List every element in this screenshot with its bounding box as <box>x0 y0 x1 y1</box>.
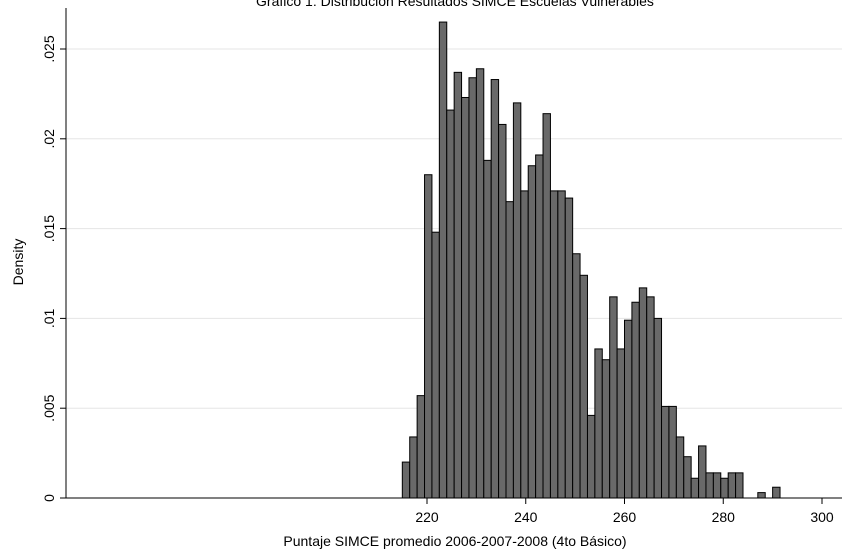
histogram-bar <box>675 436 685 499</box>
histogram-bar <box>475 68 485 499</box>
histogram-bar <box>505 201 514 499</box>
histogram-bar <box>624 319 633 499</box>
x-tick-label: 280 <box>712 509 736 525</box>
y-tick-label: .01 <box>41 308 57 328</box>
y-tick-label: .02 <box>41 129 57 149</box>
histogram-bar <box>549 190 559 499</box>
histogram-bar <box>683 456 692 499</box>
histogram-bar <box>483 159 492 499</box>
y-tick-label: .015 <box>41 215 57 242</box>
histogram-bar <box>631 301 640 499</box>
histogram-bar <box>579 274 588 499</box>
histogram-bar <box>661 405 670 499</box>
histogram-bar <box>712 472 722 499</box>
histogram-bar <box>520 190 529 499</box>
y-tick-label: .025 <box>41 35 57 62</box>
histogram-bar <box>431 231 440 499</box>
histogram-bar <box>616 348 625 499</box>
histogram-bar <box>638 287 648 499</box>
histogram-bar <box>424 174 433 499</box>
histogram-bar <box>705 472 714 499</box>
histogram-bar <box>646 296 655 499</box>
histogram-bar <box>720 477 729 499</box>
histogram-bar <box>446 109 455 499</box>
histogram-bar <box>557 190 566 499</box>
y-tick-label: .005 <box>41 394 57 421</box>
x-axis-title: Puntaje SIMCE promedio 2006-2007-2008 (4… <box>283 533 626 549</box>
histogram-bar <box>609 296 618 499</box>
histogram-bar <box>668 405 677 499</box>
histogram-bar <box>757 492 766 499</box>
histogram-bar <box>601 359 611 499</box>
histogram-bar <box>772 486 781 499</box>
histogram-bar <box>438 21 448 499</box>
histogram-bar <box>416 395 426 499</box>
histogram-bar <box>468 77 477 499</box>
x-tick-label: 260 <box>613 509 637 525</box>
histogram-bar <box>542 113 551 499</box>
tick-labels: 0 .005 .01 .015 .02 .025 220 240 260 280 300 <box>41 35 834 525</box>
axes <box>65 8 842 499</box>
x-tick-label: 240 <box>514 509 538 525</box>
chart-title: Gráfico 1: Distribución Resultados SIMCE… <box>256 0 654 9</box>
histogram-bar <box>490 79 500 499</box>
x-tick-label: 300 <box>810 509 834 525</box>
histogram-bar <box>564 197 574 499</box>
histogram-bar <box>735 472 744 499</box>
histogram-bar <box>690 477 700 499</box>
y-axis-title: Density <box>10 239 26 286</box>
histogram-bar <box>586 414 596 499</box>
histogram-bar <box>698 445 707 499</box>
histogram-bar <box>535 154 544 499</box>
histogram-bar <box>461 96 470 499</box>
histogram-bar <box>653 317 663 499</box>
histogram-bar <box>527 165 537 499</box>
histogram-bar <box>727 472 737 499</box>
x-tick-label: 220 <box>415 509 439 525</box>
y-tick-label: 0 <box>41 494 57 502</box>
histogram-bar <box>512 102 522 499</box>
histogram-bar <box>594 348 603 499</box>
histogram-bar <box>572 253 581 499</box>
histogram-bar <box>409 436 418 499</box>
histogram-bar <box>401 461 411 499</box>
histogram-bar <box>498 123 507 499</box>
histogram-bar <box>453 71 463 499</box>
